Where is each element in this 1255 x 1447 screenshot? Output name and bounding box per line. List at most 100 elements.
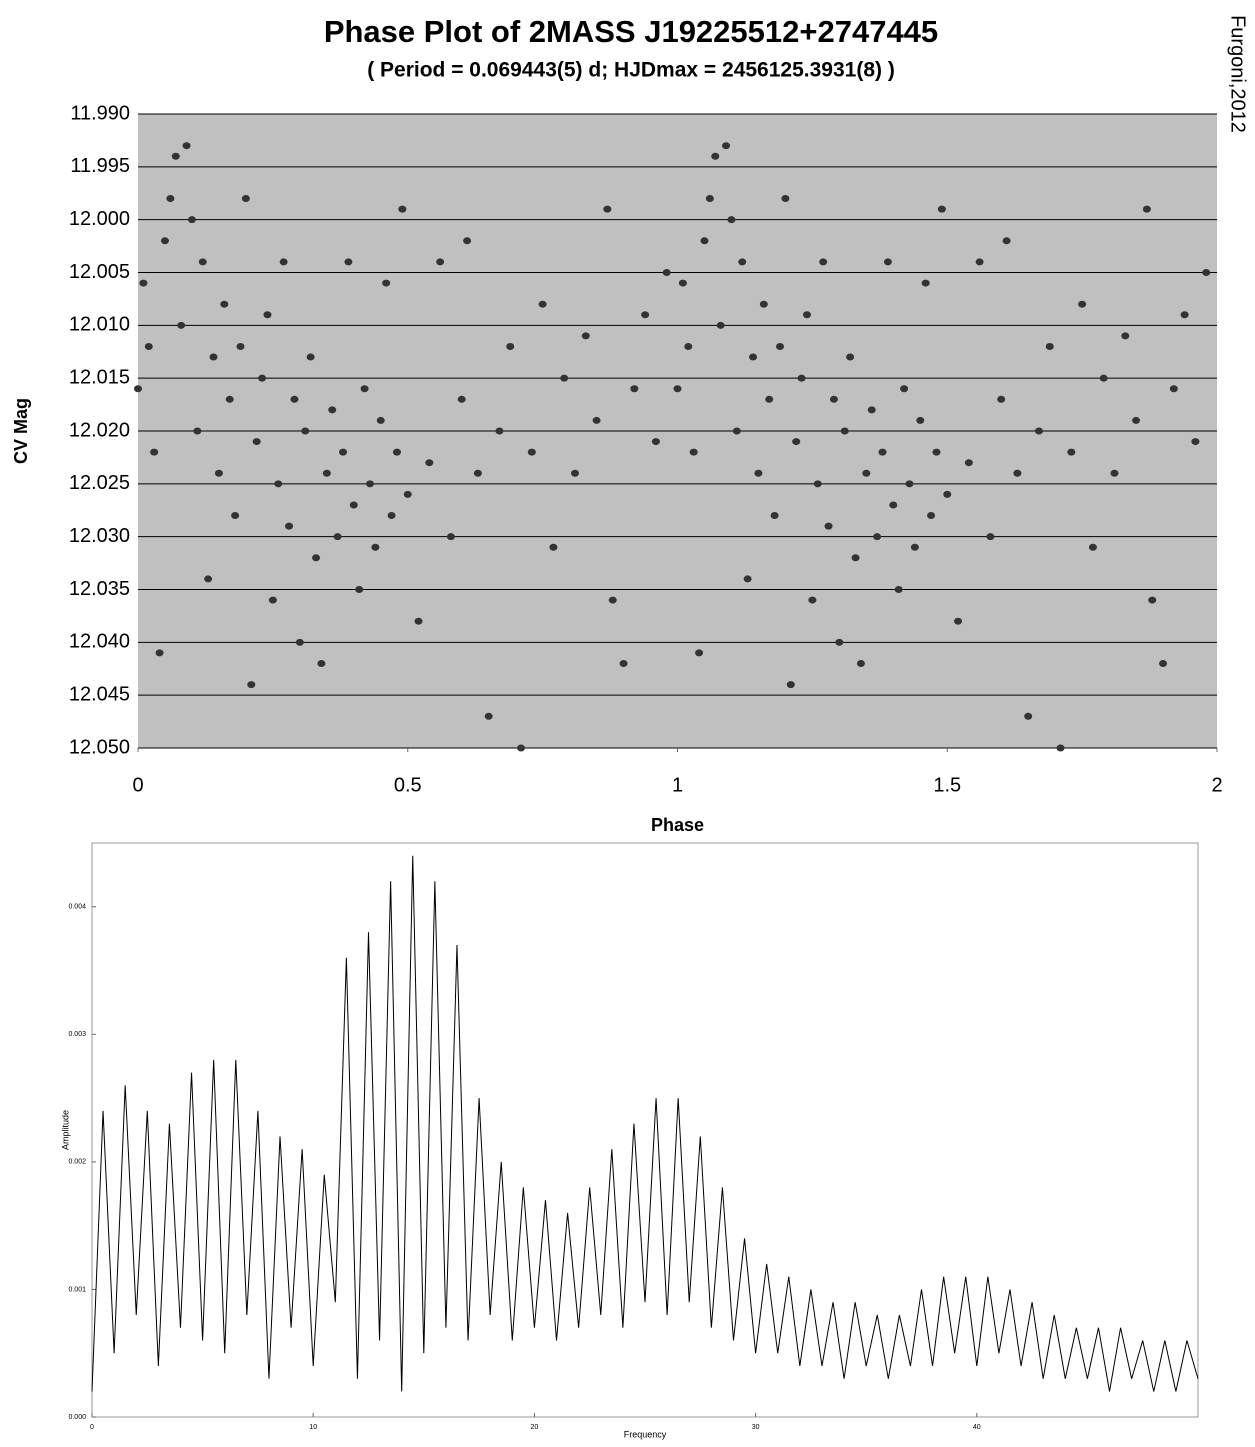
data-point bbox=[166, 195, 175, 203]
data-point bbox=[268, 596, 277, 604]
data-point bbox=[382, 279, 391, 287]
data-point bbox=[840, 427, 849, 435]
data-point bbox=[403, 490, 412, 498]
data-point bbox=[819, 258, 828, 266]
data-point bbox=[689, 448, 698, 456]
data-point bbox=[538, 300, 547, 308]
data-point bbox=[651, 438, 660, 446]
data-point bbox=[279, 258, 288, 266]
data-point bbox=[727, 216, 736, 224]
y-tick-label: 12.025 bbox=[69, 472, 130, 494]
data-point bbox=[813, 480, 822, 488]
amplitude-line bbox=[91, 855, 1199, 1392]
data-point bbox=[549, 543, 558, 551]
data-point bbox=[1002, 237, 1011, 245]
data-point bbox=[781, 195, 790, 203]
data-point bbox=[527, 448, 536, 456]
data-point bbox=[473, 469, 482, 477]
x-tick-label: 0 bbox=[90, 1424, 94, 1431]
data-point bbox=[1099, 374, 1108, 382]
data-point bbox=[927, 512, 936, 520]
x-tick-label: 20 bbox=[531, 1424, 539, 1431]
data-point bbox=[414, 617, 423, 625]
data-point bbox=[220, 300, 229, 308]
data-point bbox=[1024, 712, 1033, 720]
data-point bbox=[198, 258, 207, 266]
data-point bbox=[662, 269, 671, 276]
data-point bbox=[258, 374, 267, 382]
data-point bbox=[1202, 269, 1211, 276]
data-point bbox=[1088, 543, 1097, 551]
x-tick-label: 0.5 bbox=[394, 774, 422, 796]
y-tick-label: 11.990 bbox=[70, 102, 130, 124]
data-point bbox=[905, 480, 914, 488]
data-point bbox=[716, 321, 725, 329]
data-point bbox=[204, 575, 213, 583]
y-tick-label: 12.020 bbox=[69, 419, 130, 441]
data-point bbox=[371, 543, 380, 551]
y-tick-label: 12.005 bbox=[69, 261, 130, 283]
data-point bbox=[484, 712, 493, 720]
data-point bbox=[711, 152, 720, 160]
data-point bbox=[797, 374, 806, 382]
y-tick-label: 0.001 bbox=[68, 1286, 86, 1293]
y-tick-label: 0.003 bbox=[68, 1031, 86, 1038]
data-point bbox=[673, 385, 682, 393]
data-point bbox=[792, 438, 801, 446]
data-point bbox=[1132, 416, 1141, 424]
data-point bbox=[177, 321, 186, 329]
data-point bbox=[209, 353, 218, 361]
x-tick-label: 2 bbox=[1211, 774, 1222, 796]
data-point bbox=[328, 406, 337, 414]
data-point bbox=[883, 258, 892, 266]
data-point bbox=[964, 459, 973, 467]
data-point bbox=[160, 237, 169, 245]
data-point bbox=[1180, 311, 1189, 319]
data-point bbox=[1121, 332, 1130, 340]
data-point bbox=[732, 427, 741, 435]
plot-area bbox=[91, 842, 1199, 1418]
data-point bbox=[322, 469, 331, 477]
data-point bbox=[894, 586, 903, 593]
x-tick-label: 1 bbox=[672, 774, 683, 796]
x-tick-label: 10 bbox=[309, 1424, 317, 1431]
data-point bbox=[1142, 205, 1151, 213]
x-tick-label: 30 bbox=[752, 1424, 760, 1431]
x-tick-label: 1.5 bbox=[933, 774, 961, 796]
data-point bbox=[619, 659, 628, 667]
data-point bbox=[214, 469, 223, 477]
y-tick-label: 12.010 bbox=[69, 314, 130, 336]
y-tick-label: 12.015 bbox=[69, 366, 130, 388]
data-point bbox=[1067, 448, 1076, 456]
data-point bbox=[722, 142, 731, 150]
data-point bbox=[139, 279, 148, 287]
data-point bbox=[749, 353, 758, 361]
data-point bbox=[349, 501, 358, 509]
data-point bbox=[786, 681, 795, 689]
data-point bbox=[317, 659, 326, 667]
data-point bbox=[560, 374, 569, 382]
data-point bbox=[306, 353, 315, 361]
data-point bbox=[295, 638, 304, 646]
data-point bbox=[592, 416, 601, 424]
chart-subtitle: ( Period = 0.069443(5) d; HJDmax = 24561… bbox=[367, 59, 895, 82]
data-point bbox=[873, 533, 882, 541]
x-axis-label: Phase bbox=[651, 815, 704, 835]
y-tick-label: 0.004 bbox=[68, 904, 86, 911]
data-point bbox=[301, 427, 310, 435]
data-point bbox=[1056, 744, 1065, 752]
x-axis-label: Frequency bbox=[624, 1429, 667, 1439]
data-point bbox=[705, 195, 714, 203]
y-tick-label: 0.000 bbox=[68, 1414, 86, 1421]
data-point bbox=[247, 681, 256, 689]
data-point bbox=[862, 469, 871, 477]
data-point bbox=[333, 533, 342, 541]
data-point bbox=[937, 205, 946, 213]
data-point bbox=[236, 342, 245, 350]
data-point bbox=[608, 596, 617, 604]
data-point bbox=[1169, 385, 1178, 393]
data-point bbox=[921, 279, 930, 287]
data-point bbox=[975, 258, 984, 266]
data-point bbox=[900, 385, 909, 393]
